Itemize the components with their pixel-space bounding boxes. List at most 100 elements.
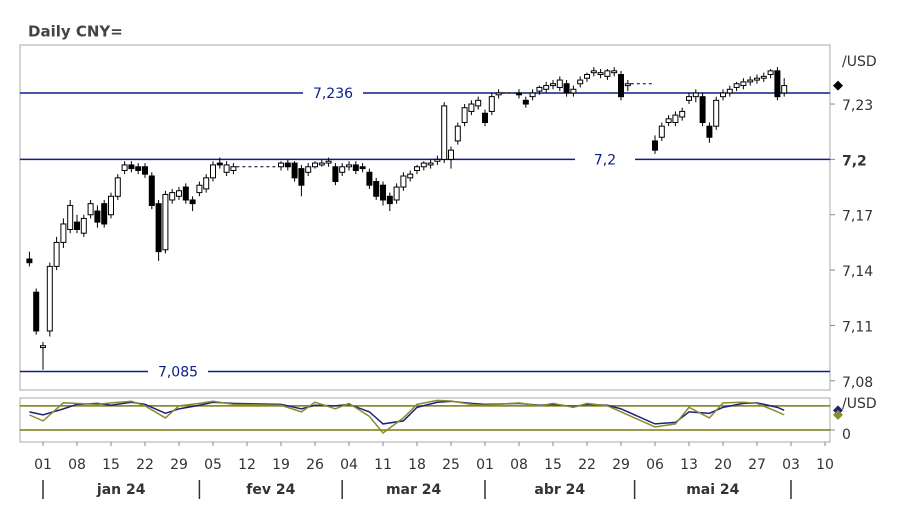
candle-body — [570, 88, 577, 94]
candle-body — [754, 77, 760, 81]
candle-body — [26, 258, 33, 264]
candle-body — [393, 186, 400, 201]
y-tick-label: 7,17 — [842, 209, 873, 225]
y-tick-label: 7,14 — [842, 264, 873, 280]
x-tick-label: 18 — [408, 457, 426, 473]
candle-body — [101, 203, 108, 225]
candle-body — [686, 96, 692, 101]
candle-body — [434, 158, 441, 162]
candle-body — [359, 166, 366, 170]
x-tick-label: 01 — [34, 457, 52, 473]
candle-body — [298, 168, 305, 186]
candle-body — [584, 74, 590, 79]
candle-body — [665, 118, 672, 123]
x-tick-label: 15 — [544, 457, 562, 473]
candle-body — [53, 241, 60, 267]
candle-body — [563, 83, 570, 94]
candle-body — [550, 83, 556, 87]
x-tick-label: 08 — [510, 457, 528, 473]
x-tick-label: 19 — [272, 457, 290, 473]
candle-body — [577, 79, 584, 85]
reference-label-bg — [575, 150, 635, 169]
candle-body — [454, 125, 461, 142]
oscillator-line — [29, 399, 785, 434]
candle-body — [305, 166, 312, 173]
candle-body — [386, 195, 393, 205]
reference-label-bg — [303, 83, 363, 102]
candle-body — [760, 75, 767, 79]
y-tick-label: 7,2 — [842, 153, 867, 169]
candle-body — [679, 110, 686, 118]
candle-body — [597, 72, 604, 76]
candle-body — [318, 162, 325, 166]
candle-body — [352, 164, 359, 171]
candle-body — [495, 92, 502, 96]
candle-body — [529, 92, 536, 98]
candle-body — [162, 193, 169, 251]
x-tick-label: 05 — [204, 457, 222, 473]
month-label: fev 24 — [246, 482, 295, 498]
candle-body — [80, 217, 87, 234]
candle-body — [618, 74, 624, 98]
candle-body — [767, 70, 774, 76]
candle-body — [373, 181, 380, 197]
candle-body — [87, 203, 94, 216]
candle-body — [108, 195, 114, 216]
month-label: abr 24 — [534, 482, 585, 498]
candle-body — [441, 105, 448, 160]
candle-body — [46, 265, 53, 332]
candle-body — [713, 99, 720, 127]
candle-body — [624, 83, 631, 87]
x-tick-label: 27 — [748, 457, 766, 473]
oscillator-frame — [19, 397, 831, 443]
month-label: mai 24 — [686, 482, 739, 498]
candle-body — [706, 125, 713, 138]
candle-body — [543, 85, 550, 90]
x-tick-label: 22 — [578, 457, 596, 473]
x-tick-label: 25 — [442, 457, 460, 473]
y-tick-label: 7,08 — [842, 375, 873, 391]
x-tick-label: 01 — [476, 457, 494, 473]
reference-label: 7,236 — [313, 86, 353, 102]
x-tick-label: 26 — [306, 457, 324, 473]
candle-body — [516, 92, 522, 96]
candle-body — [74, 221, 80, 230]
unit-label: /USD — [842, 54, 877, 70]
candle-body — [332, 166, 339, 183]
candle-body — [114, 177, 121, 197]
month-label: mar 24 — [386, 482, 442, 498]
candle-body — [33, 291, 40, 332]
candle-body — [169, 192, 176, 201]
reference-label-bg — [148, 362, 208, 381]
candle-body — [284, 162, 291, 168]
candle-body — [223, 164, 230, 173]
candle-body — [652, 140, 658, 151]
candle-body — [781, 85, 788, 94]
x-tick-label: 10 — [816, 457, 834, 473]
candle-body — [380, 184, 386, 201]
candle-body — [475, 99, 482, 107]
oscillator-unit-label: /USD — [842, 396, 877, 412]
candle-body — [135, 166, 142, 171]
candle-body — [121, 164, 128, 171]
candle-body — [182, 186, 189, 201]
x-tick-label: 12 — [238, 457, 256, 473]
candle-body — [278, 162, 284, 168]
candle-body — [216, 162, 223, 166]
candle-body — [67, 205, 74, 230]
candle-body — [312, 162, 318, 168]
candle-body — [740, 81, 747, 87]
plot-frame — [19, 44, 831, 391]
candle-body — [611, 70, 618, 74]
candle-body — [210, 164, 216, 179]
candle-body — [142, 166, 148, 175]
reference-label: 7,2 — [594, 152, 616, 168]
candle-body — [747, 79, 754, 83]
candle-body — [720, 92, 726, 98]
candle-body — [468, 103, 475, 112]
candle-body — [400, 175, 407, 188]
candle-body — [128, 164, 135, 170]
x-tick-label: 15 — [102, 457, 120, 473]
candle-body — [176, 190, 182, 197]
